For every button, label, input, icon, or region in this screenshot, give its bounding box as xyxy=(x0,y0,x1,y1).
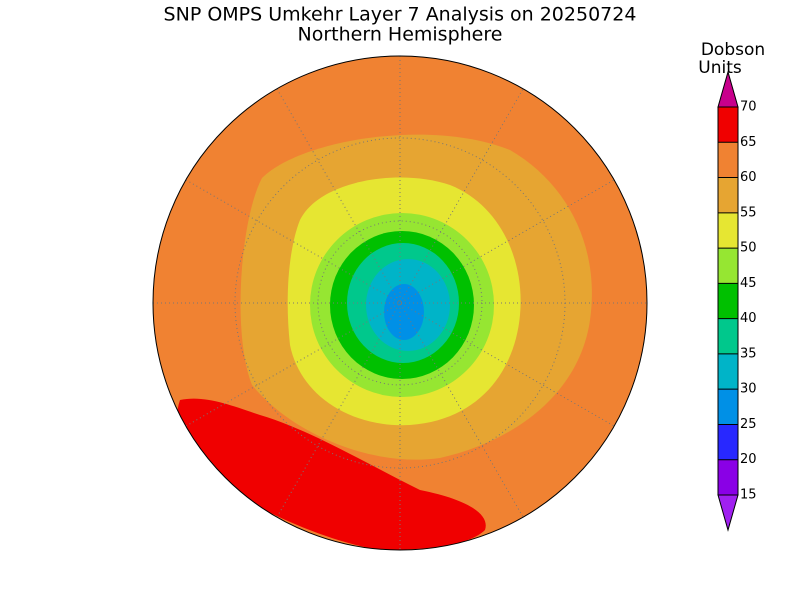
colorbar: 15 20 25 30 35 40 45 50 55 60 65 70 xyxy=(717,70,757,532)
colorbar-segment xyxy=(718,318,738,354)
colorbar-tick-label: 65 xyxy=(740,135,757,150)
colorbar-tick-label: 45 xyxy=(740,276,757,291)
colorbar-tick-label: 70 xyxy=(740,100,757,115)
contour-region xyxy=(384,284,424,340)
colorbar-segment xyxy=(718,142,738,178)
title: SNP OMPS Umkehr Layer 7 Analysis on 2025… xyxy=(164,4,637,26)
colorbar-segment xyxy=(718,212,738,249)
colorbar-segment xyxy=(718,283,738,319)
colorbar-tick-label: 30 xyxy=(740,382,757,397)
colorbar-tick-label: 60 xyxy=(740,170,757,185)
ozone-field xyxy=(153,56,647,550)
colorbar-tick-label: 20 xyxy=(740,452,757,467)
colorbar-tick-label: 25 xyxy=(740,417,757,432)
colorbar-tick-label: 40 xyxy=(740,311,757,326)
colorbar-segment xyxy=(718,107,738,143)
colorbar-segment xyxy=(718,459,738,495)
subtitle: Northern Hemisphere xyxy=(298,24,503,46)
colorbar-label: Dobson xyxy=(701,40,765,60)
colorbar-label: Units xyxy=(698,58,742,78)
graticule xyxy=(153,56,647,550)
colorbar-segment xyxy=(718,248,738,284)
colorbar-tick-label: 35 xyxy=(740,346,757,361)
colorbar-tick-label: 50 xyxy=(740,241,757,256)
colorbar-tick-label: 15 xyxy=(740,488,757,503)
colorbar-tick-label: 55 xyxy=(740,205,757,220)
colorbar-segment xyxy=(718,353,738,390)
colorbar-segment xyxy=(718,389,738,425)
globe-outline xyxy=(152,55,648,551)
colorbar-segment xyxy=(718,424,738,460)
colorbar-extension xyxy=(717,494,739,532)
colorbar-segment xyxy=(718,177,738,213)
contour-region xyxy=(176,398,486,550)
